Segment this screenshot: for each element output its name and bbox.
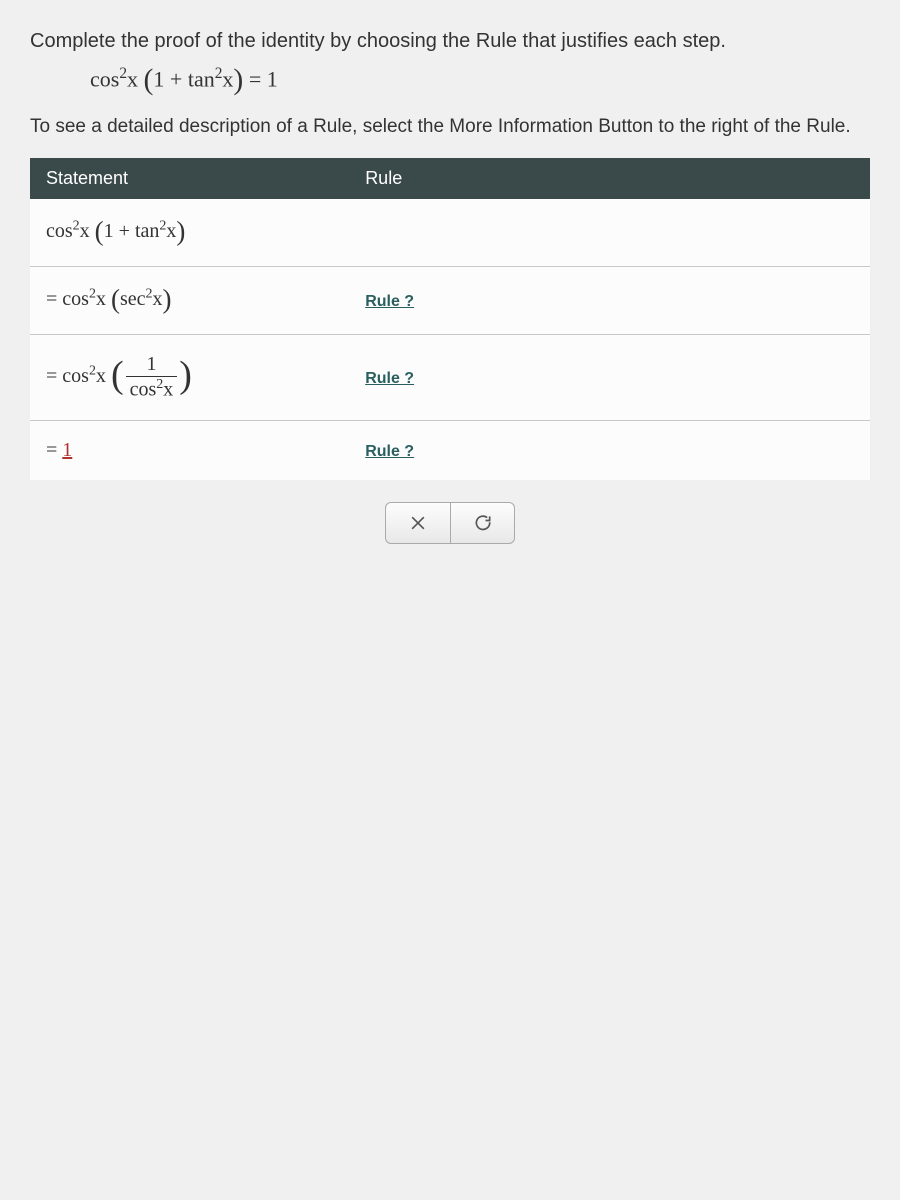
- rule-select-link[interactable]: Rule ?: [365, 370, 414, 387]
- table-row: = cos2x (sec2x) Rule ?: [30, 267, 870, 335]
- header-rule: Rule: [349, 158, 870, 199]
- row2-exp: 2: [89, 286, 96, 301]
- paren-open: (: [95, 216, 104, 246]
- row2-inner-var: x: [153, 288, 163, 310]
- row2-inner-exp: 2: [146, 286, 153, 301]
- table-row: = 1 Rule ?: [30, 420, 870, 480]
- rule-cell: [349, 199, 870, 267]
- row4-answer-incorrect: 1: [62, 439, 72, 461]
- identity-expression: cos2x (1 + tan2x) = 1: [90, 65, 870, 98]
- statement-cell: = cos2x ( 1 cos2x ): [30, 335, 349, 421]
- row1-exp: 2: [73, 218, 80, 233]
- identity-var: x: [127, 67, 138, 92]
- paren-close: ): [163, 284, 172, 314]
- row1-func: cos: [46, 220, 73, 242]
- close-button[interactable]: [386, 503, 450, 543]
- table-header-row: Statement Rule: [30, 158, 870, 199]
- row2-inner-func: sec: [120, 288, 146, 310]
- statement-cell: = cos2x (sec2x): [30, 267, 349, 335]
- row3-exp: 2: [89, 363, 96, 378]
- paren-close: ): [179, 354, 192, 396]
- rule-select-link[interactable]: Rule ?: [365, 293, 414, 310]
- identity-exp: 2: [119, 65, 127, 82]
- header-statement: Statement: [30, 158, 349, 199]
- identity-inner-var: x: [222, 67, 233, 92]
- page-container: Complete the proof of the identity by ch…: [0, 0, 900, 544]
- rule-cell: Rule ?: [349, 335, 870, 421]
- identity-inner-left: 1 + tan: [153, 67, 214, 92]
- button-row: [30, 502, 870, 544]
- row1-inner-var: x: [166, 220, 176, 242]
- rule-cell: Rule ?: [349, 267, 870, 335]
- table-row: = cos2x ( 1 cos2x ) Rule ?: [30, 335, 870, 421]
- identity-rhs: = 1: [249, 67, 278, 92]
- row3-var: x: [96, 365, 106, 387]
- reset-icon: [473, 513, 493, 533]
- row1-var: x: [80, 220, 90, 242]
- reset-button[interactable]: [450, 503, 514, 543]
- statement-cell: = 1: [30, 420, 349, 480]
- row3-prefix: = cos: [46, 365, 89, 387]
- paren-open: (: [144, 64, 154, 96]
- instruction-main: Complete the proof of the identity by ch…: [30, 30, 870, 53]
- row1-inner-left: 1 + tan: [104, 220, 160, 242]
- paren-close: ): [176, 216, 185, 246]
- close-icon: [408, 513, 428, 533]
- rule-cell: Rule ?: [349, 420, 870, 480]
- row3-num: 1: [126, 353, 178, 377]
- paren-close: ): [233, 64, 243, 96]
- statement-cell: cos2x (1 + tan2x): [30, 199, 349, 267]
- table-row: cos2x (1 + tan2x): [30, 199, 870, 267]
- row4-prefix: =: [46, 439, 62, 461]
- proof-table: Statement Rule cos2x (1 + tan2x) = cos2x…: [30, 158, 870, 480]
- row3-fraction: 1 cos2x: [126, 353, 178, 402]
- instruction-sub: To see a detailed description of a Rule,…: [30, 116, 870, 138]
- row3-den-func: cos: [130, 379, 157, 401]
- paren-open: (: [111, 354, 124, 396]
- paren-open: (: [111, 284, 120, 314]
- rule-select-link[interactable]: Rule ?: [365, 443, 414, 460]
- row2-var: x: [96, 288, 106, 310]
- button-group: [385, 502, 515, 544]
- row3-den-var: x: [163, 379, 173, 401]
- identity-func: cos: [90, 67, 119, 92]
- row3-den: cos2x: [126, 377, 178, 402]
- row2-prefix: = cos: [46, 288, 89, 310]
